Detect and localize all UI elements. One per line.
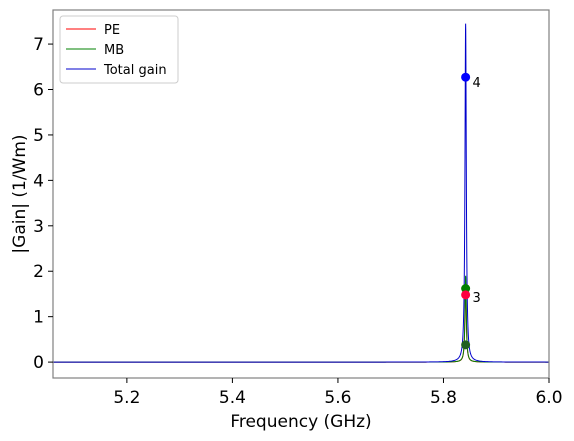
- legend: PE MB Total gain: [59, 15, 179, 84]
- x-tick-label-2: 5.6: [324, 388, 351, 408]
- annotation-1: 3: [472, 291, 480, 306]
- series-line-1: [53, 275, 549, 363]
- y-tick-label-0: 0: [33, 353, 44, 373]
- y-tick-label-1: 1: [33, 308, 44, 328]
- plot-lines: [53, 23, 549, 363]
- legend-label-0: PE: [104, 23, 120, 38]
- data-point-0: [461, 72, 471, 82]
- data-point-1: [461, 283, 471, 293]
- annotation-0: 4: [472, 76, 480, 91]
- data-point-3: [461, 340, 471, 350]
- x-axis-label: Frequency (GHz): [230, 412, 371, 432]
- y-tick-label-3: 3: [33, 217, 44, 237]
- y-tick-label-6: 6: [33, 81, 44, 101]
- data-point-2: [461, 290, 471, 300]
- legend-label-2: Total gain: [103, 63, 167, 78]
- y-tick-label-5: 5: [33, 126, 44, 146]
- x-tick-label-0: 5.2: [113, 388, 140, 408]
- y-tick-label-4: 4: [33, 171, 44, 191]
- x-tick-label-3: 5.8: [430, 388, 457, 408]
- x-tick-label-4: 6.0: [535, 388, 562, 408]
- plot-frame: [52, 9, 550, 379]
- y-axis-label: |Gain| (1/Wm): [10, 134, 30, 253]
- legend-label-1: MB: [104, 43, 124, 58]
- y-tick-label-7: 7: [33, 35, 44, 55]
- plot-annotations: 43: [472, 76, 480, 306]
- legend-box: [59, 15, 179, 84]
- x-axis-ticks: 5.2 5.4 5.6 5.8 6.0: [113, 378, 563, 408]
- x-tick-label-1: 5.4: [219, 388, 246, 408]
- y-tick-label-2: 2: [33, 262, 44, 282]
- y-axis-ticks: 0 1 2 3 4 5 6 7: [33, 35, 53, 373]
- plot-markers: [461, 72, 471, 350]
- series-line-2: [53, 23, 549, 363]
